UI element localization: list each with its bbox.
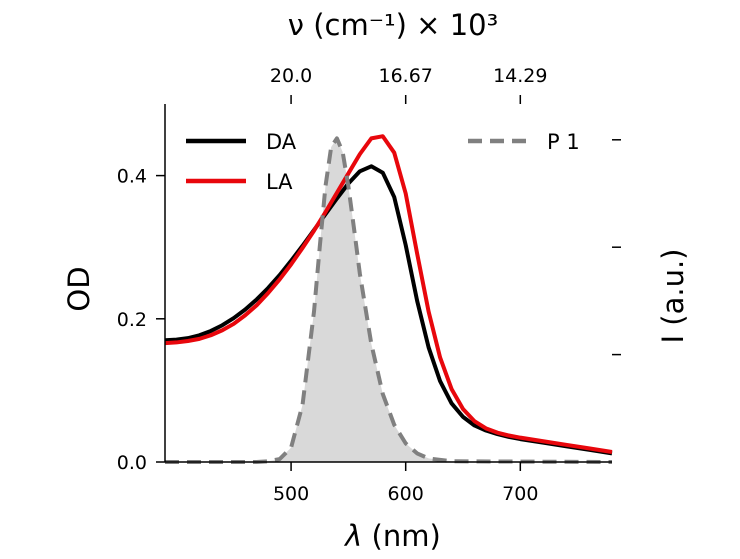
- top-axis-ticks: 20.0 16.67 14.29: [270, 65, 548, 104]
- top-tick-label: 14.29: [493, 65, 547, 87]
- x-axis-symbol: λ: [343, 519, 362, 553]
- x-axis-ticks: 500 600 700: [273, 462, 538, 505]
- plot-frame: [164, 104, 612, 463]
- y-tick-label: 0.2: [117, 309, 147, 331]
- x-tick-label: 700: [502, 483, 538, 505]
- top-tick-label: 20.0: [270, 65, 312, 87]
- legend-label-da: DA: [266, 130, 297, 154]
- x-tick-label: 600: [388, 483, 424, 505]
- y-tick-label: 0.0: [117, 452, 147, 474]
- x-axis-title: λ (nm): [343, 519, 441, 553]
- legend: DA LA P 1: [186, 130, 580, 194]
- y-axis-ticks: 0.0 0.2 0.4: [117, 166, 165, 474]
- series-layer: [164, 134, 613, 464]
- la-line: [164, 134, 613, 454]
- top-axis-title: ν (cm⁻¹) × 10³: [288, 8, 498, 42]
- legend-label-la: LA: [266, 170, 293, 194]
- top-tick-label: 16.67: [378, 65, 432, 87]
- legend-label-p1: P 1: [547, 130, 580, 154]
- right-axis-title: I (a.u.): [656, 249, 690, 344]
- y-axis-title: OD: [62, 266, 96, 311]
- x-axis-unit: (nm): [362, 519, 440, 553]
- y-tick-label: 0.4: [117, 166, 147, 188]
- right-axis-ticks: [612, 139, 621, 356]
- x-tick-label: 500: [273, 483, 309, 505]
